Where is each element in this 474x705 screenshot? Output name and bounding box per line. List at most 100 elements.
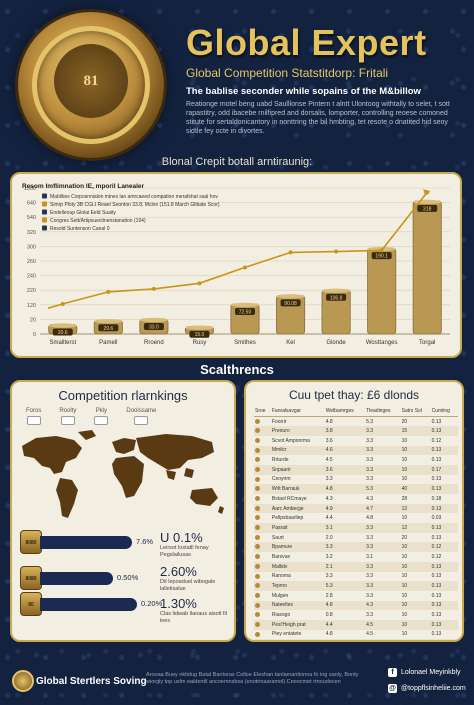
- table-cell: 4.8: [366, 515, 374, 522]
- table-cell: 4.7: [365, 503, 401, 514]
- table-cell: Ranoma: [271, 573, 291, 580]
- filter-checkbox[interactable]: [60, 416, 75, 425]
- table-cell: 3.3: [365, 561, 401, 572]
- table-row[interactable]: Ceoyrim 3.3 3.3 10 0.13: [254, 475, 458, 485]
- table-cell: 3.6: [325, 437, 333, 444]
- table-cell: 10: [401, 592, 408, 599]
- trend-point: [379, 248, 384, 253]
- rank-dot-icon: [255, 428, 260, 434]
- table-cell: Rrturde: [271, 457, 289, 464]
- social-facebook[interactable]: f Lolonael Meyinkbly: [388, 668, 461, 677]
- filter-roolty[interactable]: Roolty: [59, 408, 76, 425]
- medal-label: 8080: [25, 576, 37, 582]
- trend-point: [60, 301, 65, 306]
- table-row[interactable]: Rrturde 4.5 3.3 10 0.13: [254, 455, 458, 465]
- table-row[interactable]: Nateeltes 4.8 4.3 10 0.13: [254, 600, 458, 611]
- y-tick-label: 0: [33, 332, 36, 338]
- rank-dot-icon: [255, 476, 260, 482]
- table-row[interactable]: Mmilcr 4.6 3.3 10 0.13: [254, 445, 458, 456]
- table-cell: Wrlt Barrauk: [270, 484, 325, 494]
- table-row[interactable]: Ranoma 3.3 3.3 10 0.13: [254, 572, 458, 582]
- chart-title: Resom Imflimnation IE, mporil Lanealer: [22, 183, 145, 190]
- filter-pkly[interactable]: Pkly: [94, 408, 109, 425]
- table-row[interactable]: Saurt 2.0 3.3 20 0.13: [254, 533, 458, 543]
- table-cell: 0.13: [431, 592, 442, 599]
- table-row[interactable]: Scvot Amponrma 3.6 3.3 10 0.12: [254, 436, 458, 446]
- filter-checkbox[interactable]: [94, 416, 109, 425]
- table-cell: 10: [401, 573, 408, 580]
- stat-value: U 0.1%: [160, 530, 203, 545]
- table-cell: Barsvue: [271, 553, 291, 560]
- bar-data-label: 20.6: [58, 330, 68, 336]
- table-cell: 3.3: [365, 464, 401, 475]
- table-cell: 3.6: [324, 464, 366, 475]
- table-row[interactable]: Aarc Amberge 4.9 4.7 12 0.13: [254, 503, 458, 514]
- rank-dot-icon: [255, 515, 260, 521]
- filter-doolssame[interactable]: Doolssame: [126, 408, 156, 425]
- legend-swatch: [42, 225, 47, 231]
- table-row[interactable]: Pellpsbaarliep 4.4 4.8 10 0.03: [254, 513, 458, 523]
- bar-cap: [321, 288, 351, 293]
- rank-marker: [254, 591, 271, 601]
- table-row[interactable]: Barsvue 3.2 3.1 10 0.12: [254, 552, 458, 562]
- table-cell: Preouro: [270, 426, 325, 436]
- table-cell: 4.3: [325, 495, 333, 502]
- rank-marker: [254, 581, 271, 591]
- medal-icon: 80: [20, 592, 42, 616]
- filter-checkbox[interactable]: [26, 416, 41, 425]
- table-cell: 10: [401, 553, 408, 560]
- bar-data-label: 72.50: [239, 309, 252, 315]
- bar-label-badge: [235, 307, 255, 315]
- table-cell: 4.8: [325, 631, 333, 638]
- bar-label-badge: [371, 252, 392, 260]
- x-tick-label: Smallterst: [49, 340, 76, 346]
- ranking-bar-value: 7.6%: [136, 537, 154, 546]
- bar-cap: [413, 199, 442, 205]
- table-cell: 12: [400, 523, 431, 533]
- table-row[interactable]: Wrlt Barrauk 4.8 5.3 40 0.13: [254, 484, 458, 494]
- table-cell: 0.13: [430, 639, 458, 640]
- table-row[interactable]: Pasrait 3.1 3.3 12 0.13: [254, 523, 458, 533]
- rank-dot-icon: [255, 602, 260, 608]
- table-cell: 4.5: [365, 639, 401, 640]
- table-row[interactable]: Bstaol RCmaye 4.3 4.3 28 0.18: [254, 494, 458, 504]
- emblem-logo: 81: [18, 12, 164, 158]
- medal-icon: 8080: [20, 566, 42, 590]
- table-row[interactable]: Mallidv 2.1 3.3 10 0.13: [254, 561, 458, 572]
- table-row[interactable]: Pesi'Heigh prat 4.4 4.5 10 0.13: [254, 619, 458, 630]
- table-row[interactable]: Riuesgo 0.8 3.3 10 0.13: [254, 610, 458, 620]
- trend-point: [106, 289, 111, 294]
- ranking-bar-value: 0.50%: [117, 573, 139, 582]
- table-row[interactable]: Snpaarir 3.6 3.3 10 0.17: [254, 464, 458, 475]
- rank-dot-icon: [255, 583, 260, 589]
- table-row[interactable]: Preouro 3.8 3.3 15 0.13: [254, 426, 458, 436]
- table-row[interactable]: Tepmo 5.3 3.3 10 0.13: [254, 581, 458, 591]
- table-cell: Scvot Amponrma: [271, 437, 310, 444]
- bar-data-label: 15.0: [195, 332, 205, 338]
- table-cell: 40: [400, 484, 431, 494]
- table-cell: 0.13: [431, 418, 442, 425]
- filter-foros[interactable]: Foros: [26, 408, 41, 425]
- table-row[interactable]: Mulgen 2.8 3.3 10 0.13: [254, 591, 458, 601]
- ranking-bar-row: 80 0.20%: [18, 592, 232, 616]
- table-row[interactable]: Foorrir 4.8 5.3 20 0.13: [254, 417, 458, 427]
- social-email[interactable]: @ @toppflsinheliie.com: [388, 684, 466, 693]
- table-cell: 0.13: [430, 523, 458, 533]
- page-title: Global Expert: [186, 22, 427, 63]
- table-row[interactable]: Bpamure 3.3 3.3 10 0.12: [254, 542, 458, 553]
- rank-marker: [254, 445, 271, 456]
- table-cell: 3.8: [324, 426, 366, 436]
- table-row[interactable]: Ptey entatete 4.8 4.5 10 0.13: [254, 630, 458, 640]
- table-cell: 0.13: [431, 457, 442, 464]
- rank-dot-icon: [255, 641, 260, 642]
- table-cell: 4.5: [366, 631, 374, 638]
- table-cell: 3.3: [366, 534, 374, 541]
- rank-marker: [254, 513, 271, 523]
- table-cell: 3.3: [366, 612, 374, 619]
- filter-checkbox[interactable]: [134, 416, 149, 425]
- emblem-center: 81: [54, 44, 128, 118]
- table-cell: 0.13: [431, 476, 442, 483]
- bar-cap: [276, 294, 305, 299]
- column-header: Fanralsavgar: [270, 406, 325, 417]
